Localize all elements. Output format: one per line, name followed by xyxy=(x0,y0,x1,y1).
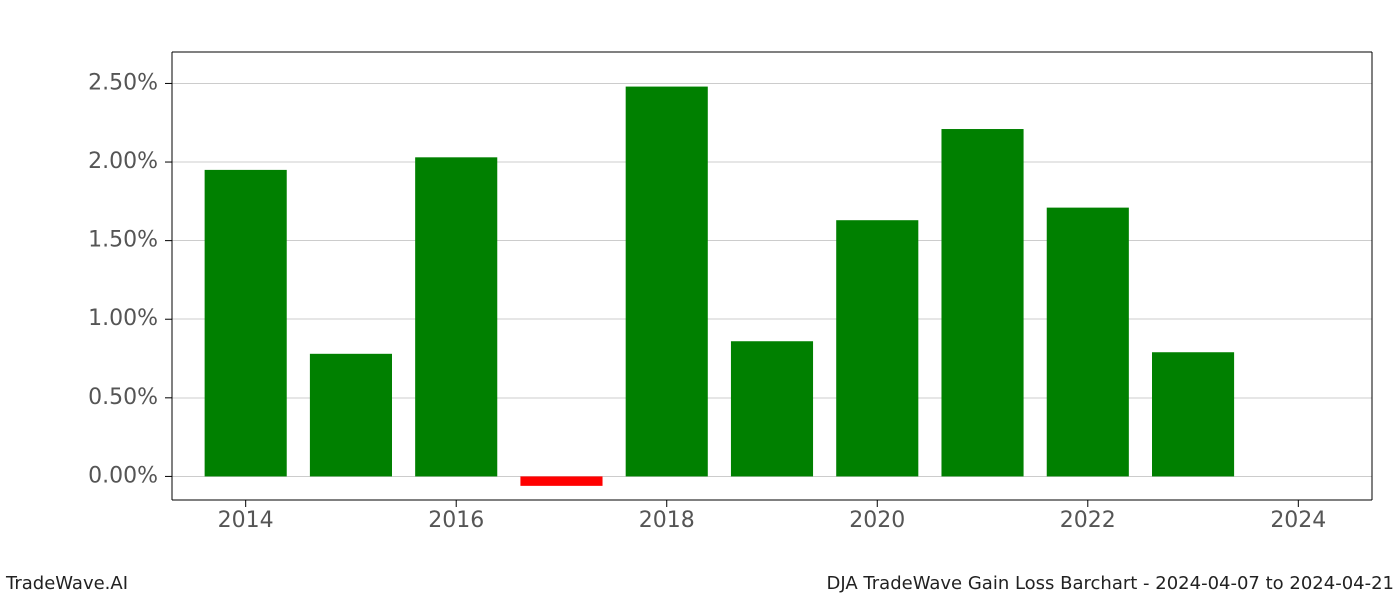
gain-loss-barchart: 0.00% 0.50% 1.00% 1.50% 2.00% 2.50% 2014 2016 20… xyxy=(0,0,1400,600)
x-tick-label: 2022 xyxy=(1060,508,1116,533)
bar-2019 xyxy=(731,341,813,476)
y-tick-label: 1.50% xyxy=(88,228,158,253)
bar-2022 xyxy=(1047,208,1129,477)
bar-2021 xyxy=(941,129,1023,476)
x-tick-label: 2016 xyxy=(428,508,484,533)
x-tick-label: 2014 xyxy=(218,508,274,533)
footer-brand: TradeWave.AI xyxy=(6,573,128,594)
chart-svg: 0.00% 0.50% 1.00% 1.50% 2.00% 2.50% 2014 2016 20… xyxy=(0,0,1400,600)
bar-2017 xyxy=(520,476,602,485)
footer-caption: DJA TradeWave Gain Loss Barchart - 2024-… xyxy=(827,573,1394,594)
y-tick-label: 1.00% xyxy=(88,306,158,331)
x-tick-label: 2018 xyxy=(639,508,695,533)
bar-2014 xyxy=(205,170,287,477)
x-tick-label: 2020 xyxy=(849,508,905,533)
x-tick-label: 2024 xyxy=(1270,508,1326,533)
y-tick-label: 0.00% xyxy=(88,463,158,488)
bar-2020 xyxy=(836,220,918,476)
bar-2016 xyxy=(415,157,497,476)
y-tick-label: 0.50% xyxy=(88,385,158,410)
y-tick-label: 2.00% xyxy=(88,149,158,174)
bar-2023 xyxy=(1152,352,1234,476)
y-tick-label: 2.50% xyxy=(88,70,158,95)
bar-2018 xyxy=(626,87,708,477)
bar-2015 xyxy=(310,354,392,477)
